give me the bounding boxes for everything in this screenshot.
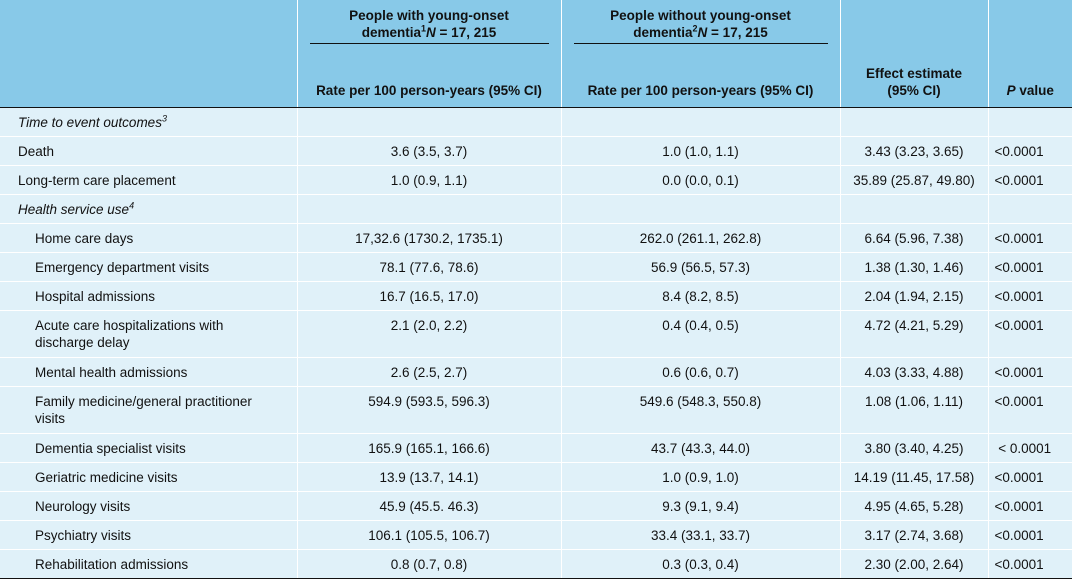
header-blank — [0, 0, 298, 50]
header-p-value: P value — [988, 50, 1072, 108]
table-row: Acute care hospitalizations with discharg… — [0, 310, 1072, 358]
table-row: Psychiatry visits 106.1 (105.5, 106.7) 3… — [0, 520, 1072, 550]
header-group-with: People with young-onset dementia1N = 17,… — [297, 0, 562, 50]
table-row: Mental health admissions 2.6 (2.5, 2.7) … — [0, 357, 1072, 387]
table-row: Hospital admissions 16.7 (16.5, 17.0) 8.… — [0, 281, 1072, 311]
section-row: Time to event outcomes3 — [0, 107, 1072, 137]
table-row: Dementia specialist visits 165.9 (165.1,… — [0, 433, 1072, 463]
table-row: Neurology visits 45.9 (45.5. 46.3) 9.3 (… — [0, 491, 1072, 521]
header-rate-with: Rate per 100 person-years (95% CI) — [297, 50, 562, 108]
section-label-time-to-event: Time to event outcomes3 — [0, 107, 298, 137]
header-rate-without: Rate per 100 person-years (95% CI) — [561, 50, 841, 108]
header-outcome — [0, 50, 298, 108]
section-label-health-service: Health service use4 — [0, 194, 298, 224]
table-row: Death 3.6 (3.5, 3.7) 1.0 (1.0, 1.1) 3.43… — [0, 136, 1072, 166]
table-row: Emergency department visits 78.1 (77.6, … — [0, 252, 1072, 282]
table-row: Rehabilitation admissions 0.8 (0.7, 0.8)… — [0, 549, 1072, 579]
table-row: Family medicine/general practitioner visi… — [0, 386, 1072, 434]
table-row: Long-term care placement 1.0 (0.9, 1.1) … — [0, 165, 1072, 195]
section-row: Health service use4 — [0, 194, 1072, 224]
header-group-without: People without young-onset dementia2N = … — [561, 0, 841, 50]
header-effect-estimate: Effect estimate (95% CI) — [840, 50, 989, 108]
table-row: Geriatric medicine visits 13.9 (13.7, 14… — [0, 462, 1072, 492]
table-row: Home care days 17,32.6 (1730.2, 1735.1) … — [0, 223, 1072, 253]
